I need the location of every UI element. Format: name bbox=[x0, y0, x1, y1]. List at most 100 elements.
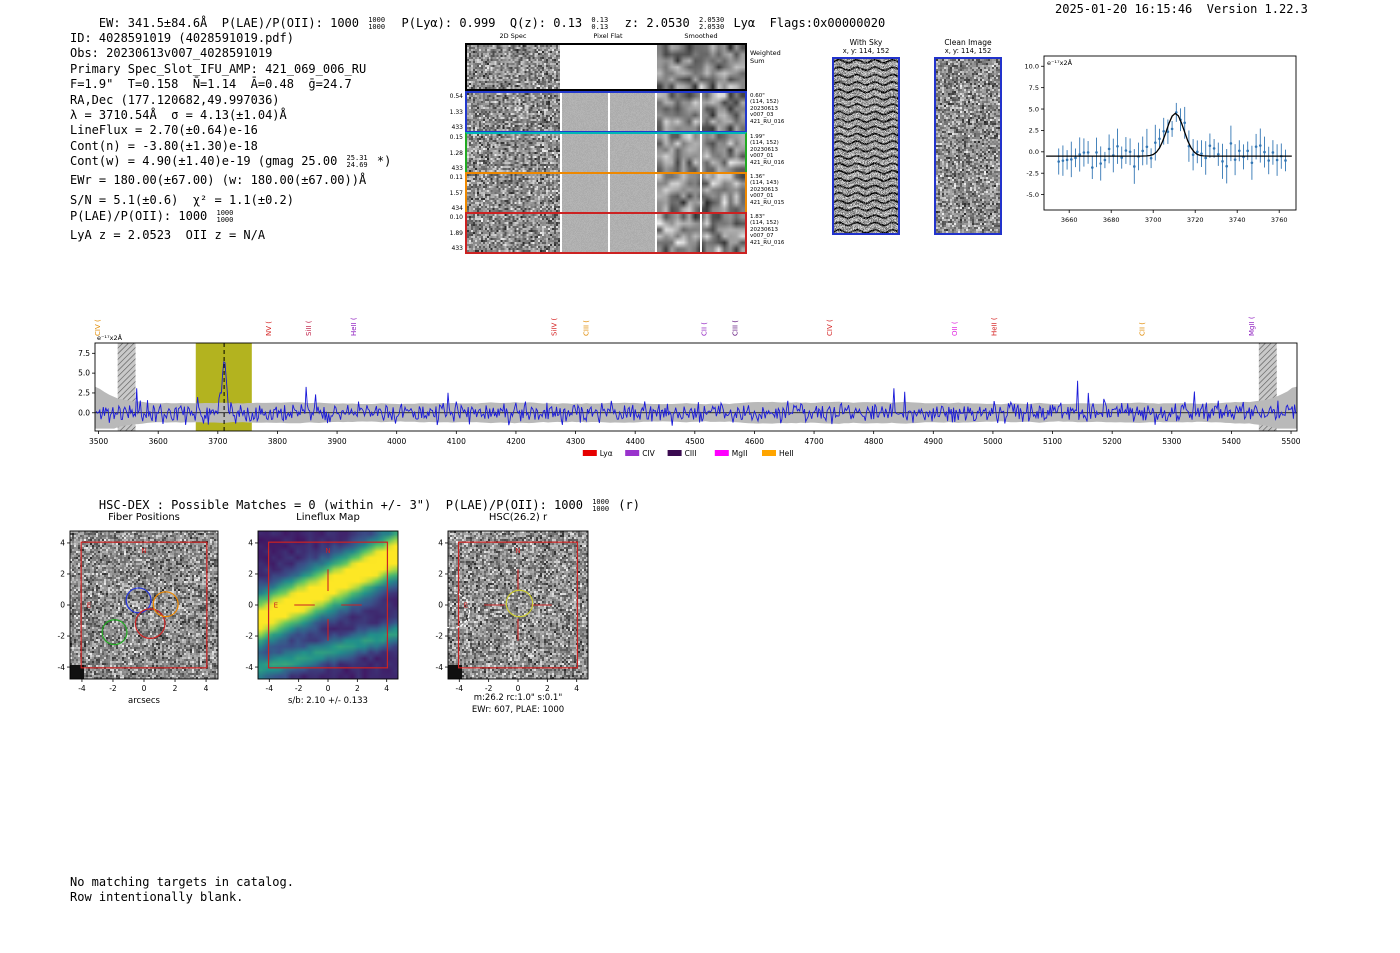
svg-text:NV (: NV ( bbox=[265, 321, 273, 336]
detection-info-block: ID: 4028591019 (4028591019.pdf) Obs: 202… bbox=[70, 31, 490, 243]
fiber1-2dspec-noise bbox=[467, 93, 560, 131]
svg-text:4700: 4700 bbox=[805, 437, 824, 446]
weighted-label-2: Sum bbox=[750, 56, 765, 65]
svg-text:CIII (: CIII ( bbox=[583, 320, 591, 336]
weighted-sum-label: Weighted Sum bbox=[750, 49, 802, 65]
fiber4-ann-0: 1.83" bbox=[750, 214, 765, 220]
svg-text:CII (: CII ( bbox=[1138, 322, 1146, 336]
svg-text:E: E bbox=[464, 602, 468, 610]
fiber1-ann-3: v007_03 bbox=[750, 112, 774, 119]
svg-text:3700: 3700 bbox=[1145, 216, 1162, 224]
fiber3-smoothed-center-line bbox=[700, 174, 702, 212]
svg-text:3900: 3900 bbox=[328, 437, 347, 446]
svg-text:0: 0 bbox=[248, 601, 253, 610]
svg-text:MgII: MgII bbox=[732, 449, 748, 458]
svg-text:-4: -4 bbox=[456, 684, 464, 693]
fiber4-stats: 0.10 1.89 433 bbox=[441, 214, 463, 252]
info-contn-line: Cont(n) = -3.80(±1.30)e-18 bbox=[70, 138, 258, 153]
fiber1-ann-4: 421_RU_016 bbox=[750, 118, 785, 125]
svg-text:CIV (: CIV ( bbox=[94, 319, 102, 336]
fiber4-ann-4: 421_RU_016 bbox=[750, 239, 785, 246]
svg-text:4200: 4200 bbox=[506, 437, 525, 446]
svg-text:4800: 4800 bbox=[864, 437, 883, 446]
fiber2-stat-0: 0.15 bbox=[449, 134, 463, 141]
header-z: z: 2.0530 bbox=[610, 16, 697, 30]
svg-text:3700: 3700 bbox=[208, 437, 227, 446]
svg-text:4500: 4500 bbox=[685, 437, 704, 446]
fiber2-smoothed-cell bbox=[657, 134, 745, 172]
svg-text:3720: 3720 bbox=[1187, 216, 1204, 224]
fiber-xlabel: arcsecs bbox=[128, 696, 160, 706]
lineflux-caption: s/b: 2.10 +/- 0.133 bbox=[288, 696, 368, 706]
svg-text:7.5: 7.5 bbox=[78, 349, 90, 358]
svg-text:3740: 3740 bbox=[1229, 216, 1246, 224]
svg-text:SiII (: SiII ( bbox=[305, 320, 313, 336]
fiber3-smoothed-cell bbox=[657, 174, 745, 212]
fiber1-2dspec-cell bbox=[467, 93, 560, 131]
svg-text:4100: 4100 bbox=[447, 437, 466, 446]
svg-text:-2: -2 bbox=[485, 684, 493, 693]
header-plya-qz: P(Lyα): 0.999 Q(z): 0.13 bbox=[387, 16, 590, 30]
with-sky-image bbox=[832, 57, 900, 235]
svg-text:7.5: 7.5 bbox=[1029, 84, 1039, 92]
svg-text:HeII (: HeII ( bbox=[991, 317, 999, 336]
hsc-plae-fraction: 1000 1000 bbox=[592, 498, 610, 513]
fiber3-annotation: 1.36" (114, 143) 20230613 v007_01 421_RU_015 bbox=[750, 174, 802, 206]
lineflux-map-image bbox=[258, 531, 398, 679]
footer-note-2: Row intentionally blank. bbox=[70, 890, 244, 904]
svg-text:4: 4 bbox=[574, 684, 579, 693]
svg-text:N: N bbox=[325, 547, 330, 555]
svg-text:3500: 3500 bbox=[89, 437, 108, 446]
hsc-match-line: HSC-DEX : Possible Matches = 0 (within +… bbox=[70, 483, 640, 529]
hsc-caption-2: EWr: 607, PLAE: 1000 bbox=[471, 705, 565, 715]
hsc-plae-bot: 1000 bbox=[592, 504, 610, 513]
weighted-pixelflat-cell bbox=[562, 45, 655, 89]
contw-suffix: *) bbox=[369, 154, 392, 169]
svg-text:5000: 5000 bbox=[983, 437, 1002, 446]
header-flags: Lyα Flags:0x00000020 bbox=[726, 16, 886, 30]
fiber3-stat-0: 0.11 bbox=[449, 174, 463, 181]
with-sky-noise bbox=[834, 59, 898, 233]
col-header-pixelflat: Pixel Flat bbox=[593, 32, 623, 40]
svg-text:-5.0: -5.0 bbox=[1026, 191, 1039, 199]
info-sn-line: S/N = 5.1(±0.6) χ² = 1.1(±0.2) bbox=[70, 193, 294, 208]
header-ew-plae: EW: 341.5±84.6Å P(LAE)/P(OII): 1000 bbox=[98, 16, 367, 30]
fiber3-2dspec-noise bbox=[467, 174, 560, 212]
fiber1-smoothed-cell bbox=[657, 93, 745, 131]
svg-text:3680: 3680 bbox=[1103, 216, 1120, 224]
svg-text:5100: 5100 bbox=[1043, 437, 1062, 446]
clean-image-subtitle: x, y: 114, 152 bbox=[944, 47, 992, 55]
info-plae-top: 1000 bbox=[216, 208, 234, 217]
fiber1-smoothed-center-line bbox=[700, 93, 702, 131]
fiber-positions-overlay: -4 -4 -2 -2 0 0 2 2 4 4 N E bbox=[58, 530, 219, 693]
svg-text:E: E bbox=[87, 602, 91, 610]
svg-text:MgII (: MgII ( bbox=[1248, 316, 1256, 336]
fiber4-pixelflat-cell bbox=[562, 214, 655, 252]
fiber2-ann-3: v007_01 bbox=[750, 153, 774, 160]
fiber2-smoothed-center-line bbox=[700, 134, 702, 172]
fiber2-ann-4: 421_RU_016 bbox=[750, 159, 785, 166]
svg-text:4300: 4300 bbox=[566, 437, 585, 446]
svg-text:3760: 3760 bbox=[1271, 216, 1288, 224]
svg-text:5200: 5200 bbox=[1103, 437, 1122, 446]
info-obs-line: Obs: 20230613v007_4028591019 bbox=[70, 46, 273, 61]
svg-text:N: N bbox=[515, 547, 520, 555]
spec2d-row-fiber4 bbox=[465, 212, 747, 254]
info-ewr-line: EWr = 180.00(±67.00) (w: 180.00(±67.00))… bbox=[70, 172, 367, 187]
svg-text:-2: -2 bbox=[246, 632, 254, 641]
svg-text:N: N bbox=[141, 547, 146, 555]
svg-text:-2: -2 bbox=[436, 632, 444, 641]
plae-ci-fraction: 1000 1000 bbox=[368, 16, 385, 31]
hsc-match-prefix: HSC-DEX : Possible Matches = 0 (within +… bbox=[98, 498, 591, 513]
emission-line-zoom-chart: 3660 3680 3700 3720 3740 3760 10.0 7.5 5.0 2.5 0.0… bbox=[1025, 55, 1297, 224]
svg-text:4: 4 bbox=[248, 539, 253, 548]
fiber1-annotation: 0.60" (114, 152) 20230613 v007_03 421_RU_016 bbox=[750, 93, 802, 125]
footer-note-1: No matching targets in catalog. bbox=[70, 875, 294, 889]
svg-text:CIV (: CIV ( bbox=[826, 319, 834, 336]
svg-text:E: E bbox=[274, 602, 278, 610]
svg-text:HeII (: HeII ( bbox=[350, 317, 358, 336]
fiber2-ann-1: (114, 152) bbox=[750, 140, 779, 147]
fiber1-stat-1: 1.33 bbox=[449, 108, 463, 116]
full-spectrum-chart: 3500 3600 3700 3800 3900 4000 4100 4200 4300 4400… bbox=[78, 316, 1301, 458]
